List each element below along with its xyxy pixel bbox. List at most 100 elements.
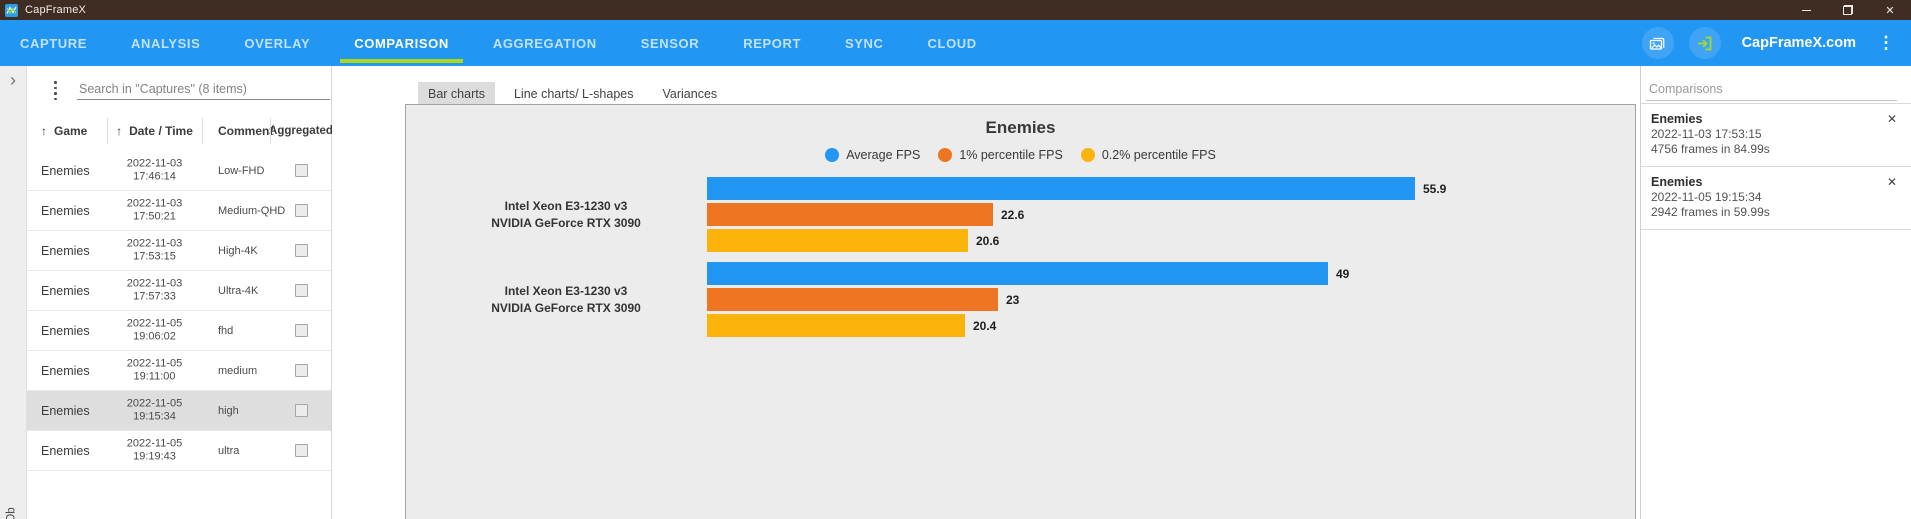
restore-button[interactable] xyxy=(1827,0,1869,20)
aggregated-checkbox[interactable] xyxy=(294,444,308,457)
capture-time: 19:15:34 xyxy=(133,410,176,423)
comparison-datetime: 2022-11-05 19:15:34 xyxy=(1651,190,1762,204)
capture-date: 2022-11-05 xyxy=(126,397,183,409)
nav-item-label: SYNC xyxy=(845,35,884,51)
bar-group: Intel Xeon E3-1230 v3 NVIDIA GeForce RTX … xyxy=(406,262,1635,337)
comparisons-label: Comparisons xyxy=(1649,82,1723,96)
capture-comment: Low-FHD xyxy=(218,164,265,177)
rail-vertical-label: Ob xyxy=(5,507,18,519)
nav-item-capture[interactable]: CAPTURE xyxy=(6,20,101,66)
aggregated-checkbox[interactable] xyxy=(294,284,308,297)
titlebar: CapFrameX ✕ xyxy=(0,0,1911,20)
nav-item-label: CAPTURE xyxy=(20,35,88,51)
capture-game: Enemies xyxy=(41,283,90,298)
column-header-aggregated[interactable]: Aggregated xyxy=(269,124,333,137)
capture-time: 19:06:02 xyxy=(133,330,176,343)
nav-item-sync[interactable]: SYNC xyxy=(831,20,898,66)
capture-date: 2022-11-05 xyxy=(126,357,183,369)
remove-comparison-icon[interactable]: ✕ xyxy=(1886,112,1897,126)
bar-group-label-line: NVIDIA GeForce RTX 3090 xyxy=(491,300,641,315)
search-input[interactable] xyxy=(77,78,330,100)
captures-table-header: ↑ Game ↑ Date / Time Comment Aggregated xyxy=(27,110,333,151)
nav-item-label: OVERLAY xyxy=(244,35,311,51)
capture-aggregated-cell xyxy=(270,231,332,270)
expand-panel-chevron-icon[interactable]: › xyxy=(10,70,16,90)
capture-row[interactable]: Enemies 2022-11-05 19:06:02 fhd xyxy=(27,311,331,351)
left-rail: › Ob xyxy=(0,66,27,519)
content: › Ob ↑ Game ↑ Date / Time Comment xyxy=(0,66,1911,519)
capture-time: 17:50:21 xyxy=(133,210,176,223)
capture-row[interactable]: Enemies 2022-11-05 19:19:43 ultra xyxy=(27,431,331,471)
bar-1-percentile-fps xyxy=(707,203,993,226)
screenshot-button[interactable] xyxy=(1641,27,1674,59)
nav-item-aggregation[interactable]: AGGREGATION xyxy=(479,20,611,66)
capture-row[interactable]: Enemies 2022-11-05 19:15:34 high xyxy=(27,391,331,431)
login-button[interactable] xyxy=(1688,27,1721,59)
captures-panel: ↑ Game ↑ Date / Time Comment Aggregated … xyxy=(27,66,333,519)
app-logo-icon xyxy=(5,3,18,17)
nav-item-label: SENSOR xyxy=(640,35,700,51)
capture-row[interactable]: Enemies 2022-11-03 17:53:15 High-4K xyxy=(27,231,331,271)
login-icon xyxy=(1698,36,1712,50)
capture-row[interactable]: Enemies 2022-11-03 17:50:21 Medium-QHD xyxy=(27,191,331,231)
bar-group: Intel Xeon E3-1230 v3 NVIDIA GeForce RTX … xyxy=(406,177,1635,252)
capture-date: 2022-11-03 xyxy=(126,197,183,209)
bars: 55.9 22.6 20.6 xyxy=(707,177,1635,252)
capture-game: Enemies xyxy=(41,243,90,258)
aggregated-checkbox[interactable] xyxy=(294,324,308,337)
nav-item-comparison[interactable]: COMPARISON xyxy=(340,20,463,66)
overflow-menu-icon[interactable]: ⋮ xyxy=(1877,33,1895,52)
legend-label: 1% percentile FPS xyxy=(959,148,1063,162)
bar-1-percentile-fps xyxy=(707,288,998,311)
navbar: CAPTURE ANALYSIS OVERLAY COMPARISON AGGREGAT… xyxy=(0,20,1911,66)
drag-handle-icon[interactable] xyxy=(54,81,57,100)
sort-ascending-icon: ↑ xyxy=(41,123,47,138)
close-button[interactable]: ✕ xyxy=(1869,0,1911,20)
capture-date: 2022-11-05 xyxy=(126,437,183,449)
capture-time: 17:46:14 xyxy=(133,170,176,183)
column-header-comment[interactable]: Comment xyxy=(218,123,274,138)
nav-item-report[interactable]: REPORT xyxy=(729,20,815,66)
window-title: CapFrameX xyxy=(25,4,87,16)
legend-dot-icon xyxy=(1080,148,1095,162)
aggregated-checkbox[interactable] xyxy=(294,204,308,217)
aggregated-checkbox[interactable] xyxy=(294,364,308,377)
aggregated-checkbox[interactable] xyxy=(294,244,308,257)
capture-datetime: 2022-11-05 19:11:00 xyxy=(107,357,202,384)
capture-row[interactable]: Enemies 2022-11-03 17:46:14 Low-FHD xyxy=(27,151,331,191)
column-header-game[interactable]: ↑ Game xyxy=(41,123,88,138)
nav-item-overlay[interactable]: OVERLAY xyxy=(230,20,324,66)
column-header-date-time[interactable]: ↑ Date / Time xyxy=(116,123,193,138)
tab-variances[interactable]: Variances xyxy=(662,87,718,101)
minimize-button[interactable] xyxy=(1785,0,1827,20)
comparison-card: Enemies 2022-11-05 19:15:34 2942 frames in… xyxy=(1641,167,1911,230)
capture-row[interactable]: Enemies 2022-11-03 17:57:33 Ultra-4K xyxy=(27,271,331,311)
aggregated-checkbox[interactable] xyxy=(294,164,308,177)
chart-legend: Average FPS 1% percentile FPS 0.2% percent… xyxy=(406,148,1635,162)
bar-group-label-line: Intel Xeon E3-1230 v3 xyxy=(504,198,628,213)
capture-date: 2022-11-05 xyxy=(126,317,183,329)
nav-item-label: COMPARISON xyxy=(354,35,449,51)
nav-item-analysis[interactable]: ANALYSIS xyxy=(117,20,214,66)
bar-group-label-line: Intel Xeon E3-1230 v3 xyxy=(504,283,628,298)
nav-items: CAPTURE ANALYSIS OVERLAY COMPARISON AGGREGAT… xyxy=(0,20,991,66)
remove-comparison-icon[interactable]: ✕ xyxy=(1886,175,1897,189)
bars: 49 23 20.4 xyxy=(707,262,1635,337)
chart-tabs: Bar charts Line charts/ L-shapes Variances xyxy=(418,82,727,106)
column-separator xyxy=(270,118,271,144)
website-link[interactable]: CapFrameX.com xyxy=(1741,35,1856,51)
tab-bar-charts[interactable]: Bar charts xyxy=(418,82,495,106)
capture-datetime: 2022-11-05 19:15:34 xyxy=(107,397,202,424)
main-area: Bar charts Line charts/ L-shapes Variances… xyxy=(332,66,1640,519)
nav-item-cloud[interactable]: CLOUD xyxy=(914,20,991,66)
nav-item-sensor[interactable]: SENSOR xyxy=(627,20,714,66)
legend-item: 1% percentile FPS xyxy=(938,148,1063,162)
capture-row[interactable]: Enemies 2022-11-05 19:11:00 medium xyxy=(27,351,331,391)
aggregated-checkbox[interactable] xyxy=(294,404,308,417)
bar-groups: Intel Xeon E3-1230 v3 NVIDIA GeForce RTX … xyxy=(406,177,1635,337)
captures-rows: Enemies 2022-11-03 17:46:14 Low-FHD Enemies 2… xyxy=(27,151,331,471)
tab-line-charts-l-shapes[interactable]: Line charts/ L-shapes xyxy=(513,87,634,101)
bar-value-label: 23 xyxy=(1006,292,1020,307)
capture-date: 2022-11-03 xyxy=(126,157,183,169)
capture-aggregated-cell xyxy=(270,271,332,310)
